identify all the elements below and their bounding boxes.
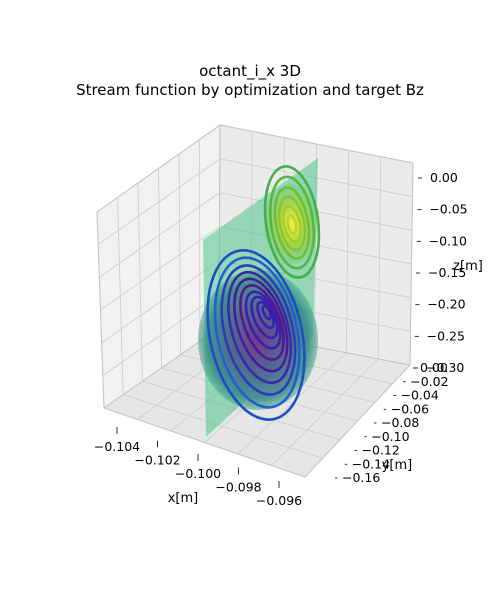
z-tick-label: −0.25 — [427, 328, 465, 343]
y-tick-label: −0.08 — [381, 415, 419, 430]
z-axis-label: z[m] — [453, 259, 483, 274]
y-tick-label: −0.02 — [410, 374, 448, 389]
z-tick-label: 0.00 — [430, 170, 458, 185]
contour-line-low — [227, 270, 293, 385]
contour-line-low — [244, 290, 282, 350]
grid-line — [102, 293, 220, 376]
z-tick-label: −0.20 — [427, 297, 465, 312]
contour-line-low — [233, 277, 289, 373]
contour-lines — [206, 165, 321, 421]
y-tick-label: −0.14 — [352, 456, 390, 471]
contour-line-high — [286, 214, 298, 235]
z-tick-label: −0.10 — [429, 233, 467, 248]
contour-line-low — [220, 264, 297, 396]
x-tick-label: −0.104 — [94, 439, 140, 454]
y-tick-label: −0.16 — [342, 470, 380, 485]
pane-edge — [219, 124, 414, 164]
z-tick-label: −0.30 — [426, 360, 464, 375]
z-tick-label: −0.15 — [428, 265, 466, 280]
x-tick-label: −0.100 — [175, 466, 221, 481]
contour-line-high — [263, 165, 321, 279]
contour-line-low — [213, 256, 301, 409]
chart-title-line1: octant_i_x 3D — [199, 62, 301, 80]
chart-title-line2: Stream function by optimization and targ… — [76, 81, 424, 99]
x-tick-label: −0.098 — [215, 480, 261, 495]
pane-edge — [96, 124, 221, 213]
contour-line-low — [239, 284, 285, 361]
pane-edge — [96, 211, 105, 409]
contour-line-high — [273, 186, 311, 260]
y-tick-label: 0.00 — [420, 360, 448, 375]
contour-line-low — [261, 304, 273, 321]
y-tick-label: −0.12 — [362, 443, 400, 458]
pane-edge — [409, 162, 414, 366]
z-tick-label: −0.05 — [429, 202, 467, 217]
y-tick-label: −0.04 — [401, 388, 439, 403]
contour-line-high — [268, 175, 316, 270]
contour-line-high — [282, 205, 302, 243]
y-tick-label: −0.06 — [391, 401, 429, 416]
x-tick-label: −0.096 — [256, 493, 302, 508]
pane-edge — [103, 407, 306, 478]
surface-high-region — [264, 184, 320, 264]
pane-left — [97, 125, 220, 408]
y-axis-label: y[m] — [382, 458, 413, 473]
pane-edge — [304, 364, 411, 478]
contour-line-low — [250, 295, 279, 340]
x-tick-label: −0.102 — [134, 453, 180, 468]
contour-line-high — [277, 195, 307, 252]
grid-line — [271, 358, 379, 466]
y-tick-label: −0.10 — [371, 429, 409, 444]
x-axis-label: x[m] — [168, 491, 199, 506]
contour-line-low — [206, 249, 306, 421]
